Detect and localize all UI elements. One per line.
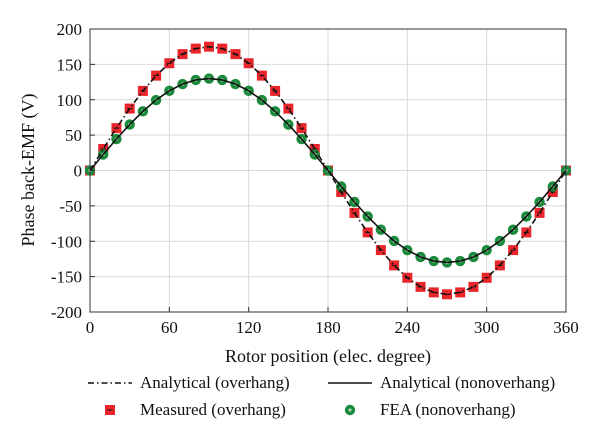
- y-tick-label: 0: [74, 162, 83, 181]
- legend-label: Measured (overhang): [140, 400, 286, 419]
- legend-entry: Analytical (nonoverhang): [328, 373, 555, 392]
- series-line-analytical-overhang: [89, 45, 567, 296]
- y-tick-label: -100: [51, 232, 82, 251]
- legend-entry: Measured (overhang): [105, 400, 286, 419]
- legend-entry: FEA (nonoverhang): [344, 400, 516, 419]
- x-tick-label: 240: [395, 318, 421, 337]
- legend-label: Analytical (nonoverhang): [380, 373, 555, 392]
- y-tick-label: 100: [57, 91, 83, 110]
- y-tick-label: -200: [51, 303, 82, 322]
- x-tick-label: 360: [553, 318, 579, 337]
- grid-lines: [89, 28, 567, 313]
- y-tick-label: 200: [57, 20, 83, 39]
- y-axis-ticks: 200 150 100 50 0 -50 -100 -150 -200: [51, 20, 95, 322]
- y-tick-label: 150: [57, 55, 83, 74]
- x-tick-label: 0: [86, 318, 95, 337]
- x-tick-label: 60: [161, 318, 178, 337]
- legend-circle-center: [348, 408, 352, 412]
- legend-label: FEA (nonoverhang): [380, 400, 516, 419]
- legend-entry: Analytical (overhang): [88, 373, 290, 392]
- x-axis-ticks: 0 60 120 180 240 300 360: [86, 307, 579, 337]
- x-tick-label: 180: [315, 318, 341, 337]
- x-tick-label: 300: [474, 318, 500, 337]
- series-layer: [84, 41, 572, 300]
- y-tick-label: 50: [65, 126, 82, 145]
- x-tick-label: 120: [236, 318, 262, 337]
- y-axis-label: Phase back-EMF (V): [18, 94, 39, 247]
- legend-label: Analytical (overhang): [140, 373, 290, 392]
- legend: Analytical (overhang) Analytical (nonover…: [88, 373, 555, 419]
- y-tick-label: -150: [51, 268, 82, 287]
- y-tick-label: -50: [59, 197, 82, 216]
- x-axis-label: Rotor position (elec. degree): [225, 346, 431, 367]
